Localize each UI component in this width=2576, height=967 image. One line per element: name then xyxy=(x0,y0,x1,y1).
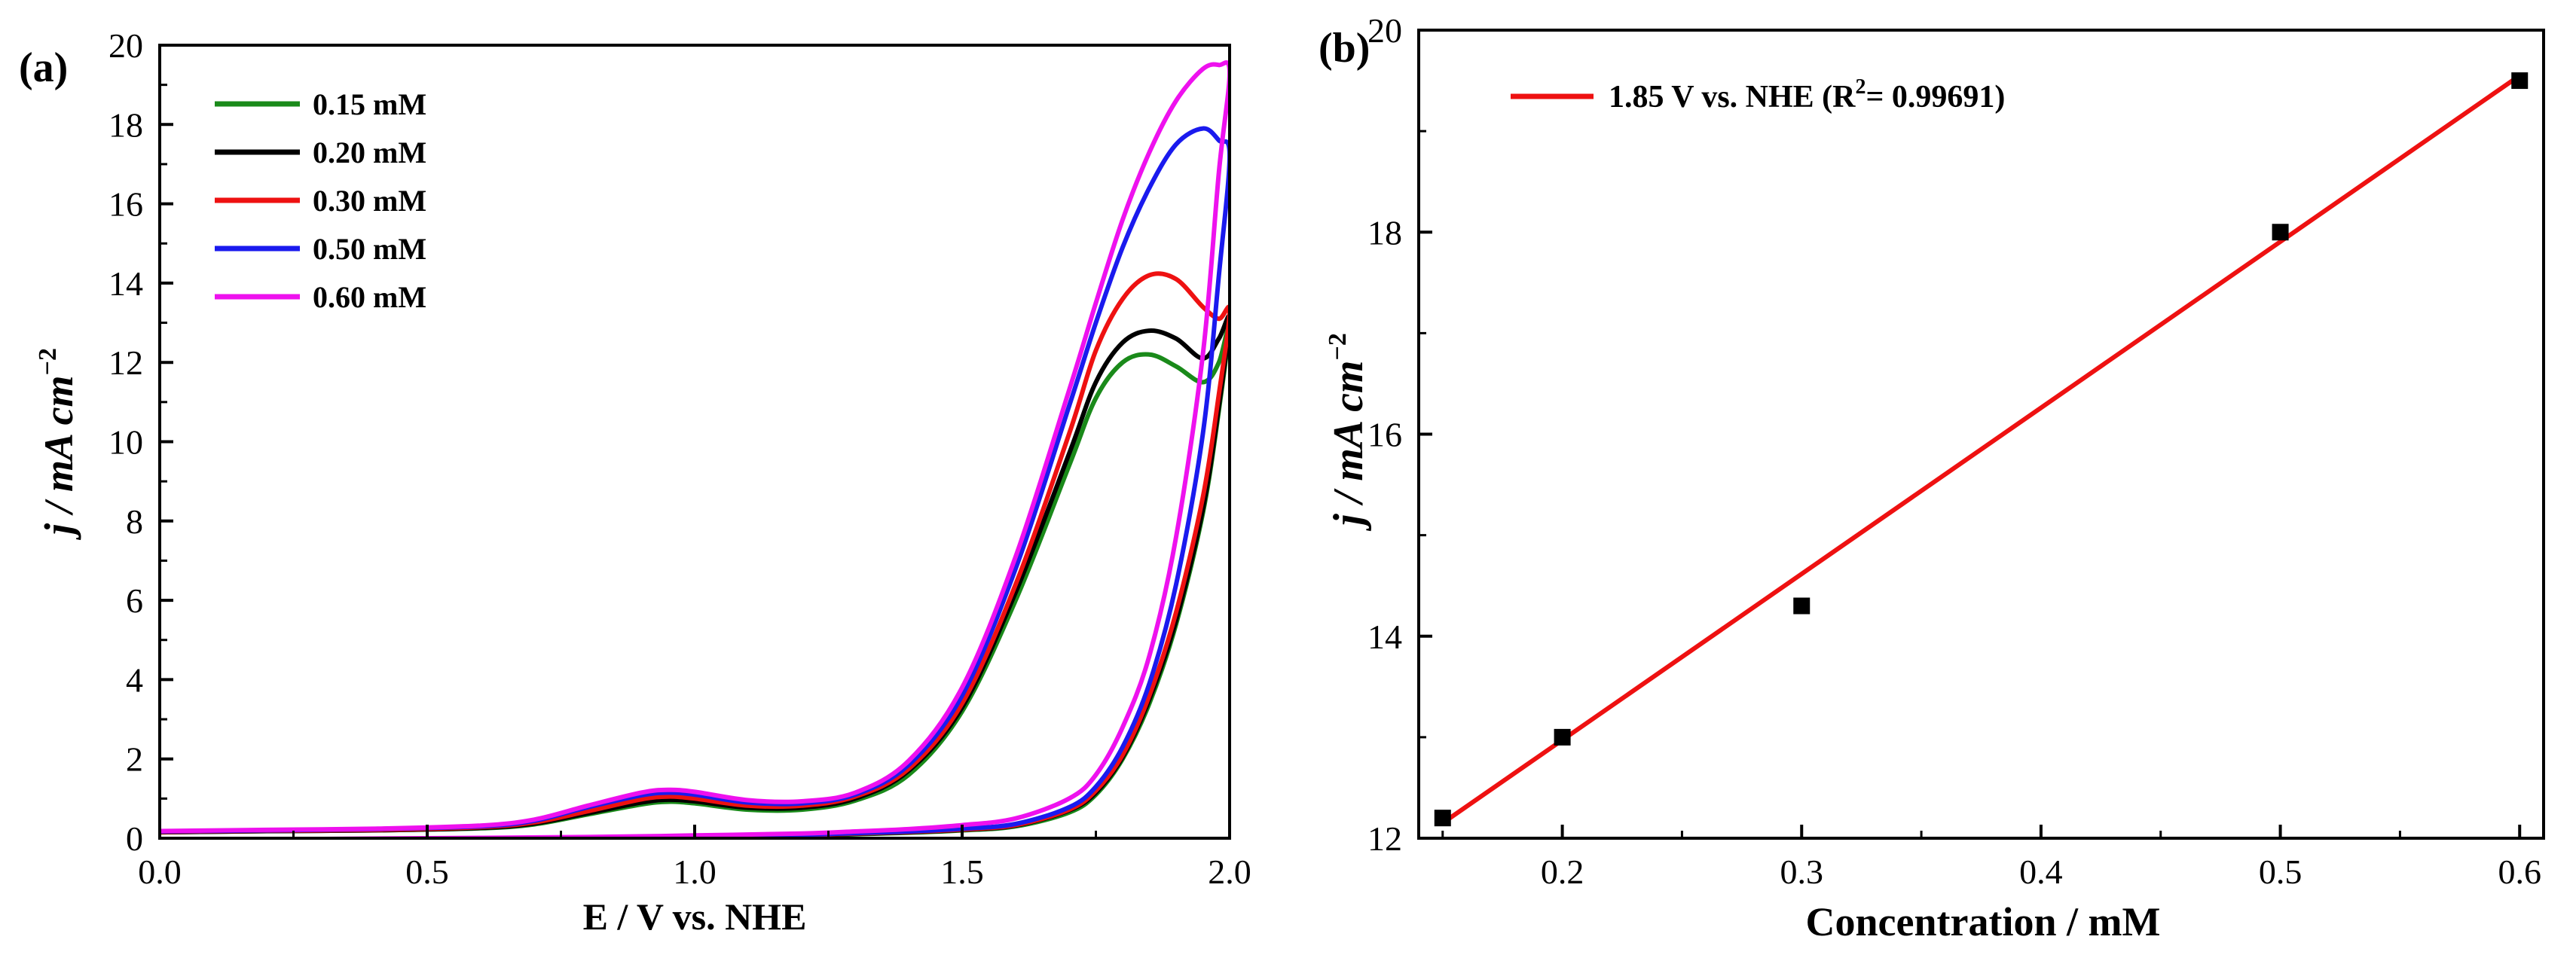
legend-label: 0.60 mM xyxy=(313,280,426,314)
x-tick-label: 1.0 xyxy=(673,853,717,891)
legend-label: 0.30 mM xyxy=(313,184,426,218)
panel-b-x-ticks: 0.2 0.3 0.4 0.5 0.6 xyxy=(1441,825,2541,891)
x-tick-label: 0.2 xyxy=(1541,853,1584,891)
x-tick-label: 0.3 xyxy=(1780,853,1824,891)
panel-b-legend-label: 1.85 V vs. NHE (R2= 0.99691) xyxy=(1609,75,2005,114)
panel-a-legend: 0.15 mM 0.20 mM 0.30 mM 0.50 mM 0.60 mM xyxy=(215,87,426,314)
panel-b-series-group xyxy=(1434,72,2529,827)
panel-a: (a) 0.0 0.5 1.0 1.5 2.0 0 2 4 6 8 10 12 14 16 18 20 E … xyxy=(19,26,1251,938)
y-tick-label: 16 xyxy=(1367,416,1402,454)
y-tick-label: 20 xyxy=(108,26,143,65)
panel-b: (b) 0.2 0.3 0.4 0.5 0.6 12 14 16 18 20 Concentra… xyxy=(1319,11,2545,944)
y-tick-label: 0 xyxy=(126,819,143,858)
legend-label: 0.50 mM xyxy=(313,232,426,266)
x-tick-label: 0.5 xyxy=(2259,853,2303,891)
fit-line xyxy=(1441,73,2521,825)
x-tick-label: 0.0 xyxy=(138,853,182,891)
x-tick-label: 1.5 xyxy=(940,853,984,891)
panel-b-plot-frame xyxy=(1417,29,2545,840)
y-tick-label: 4 xyxy=(126,660,143,699)
y-tick-label: 6 xyxy=(126,581,143,620)
y-tick-label: 14 xyxy=(1367,618,1402,656)
panel-b-y-axis-title-sup: −2 xyxy=(1324,333,1352,360)
y-tick-label: 16 xyxy=(108,185,143,224)
y-tick-label: 12 xyxy=(1367,819,1402,858)
y-tick-label: 8 xyxy=(126,502,143,541)
x-tick-label: 2.0 xyxy=(1208,853,1251,891)
panel-b-legend-text-end: = 0.99691) xyxy=(1866,80,2006,114)
y-tick-label: 14 xyxy=(108,264,143,303)
legend-label: 0.15 mM xyxy=(313,87,426,121)
panel-a-y-axis-title-main: j / mA cm xyxy=(36,375,81,541)
panel-a-y-ticks: 0 2 4 6 8 10 12 14 16 18 20 xyxy=(108,26,173,858)
y-tick-label: 20 xyxy=(1367,11,1402,50)
panel-b-x-axis-title: Concentration / mM xyxy=(1806,899,2161,944)
panel-a-x-ticks: 0.0 0.5 1.0 1.5 2.0 xyxy=(138,825,1251,891)
panel-a-y-axis-title: j / mA cm−2 xyxy=(34,348,81,541)
scatter-point xyxy=(1434,810,1451,827)
panel-b-legend: 1.85 V vs. NHE (R2= 0.99691) xyxy=(1511,75,2005,114)
panel-a-y-axis-title-sup: −2 xyxy=(34,348,62,375)
x-tick-label: 0.6 xyxy=(2498,853,2541,891)
panel-a-x-axis-title: E / V vs. NHE xyxy=(583,895,807,938)
panel-a-label: (a) xyxy=(19,44,68,91)
panel-b-legend-text-sup: 2 xyxy=(1856,75,1866,99)
y-tick-label: 12 xyxy=(108,343,143,382)
y-tick-label: 18 xyxy=(108,105,143,144)
y-tick-label: 2 xyxy=(126,740,143,779)
legend-label: 0.20 mM xyxy=(313,136,426,169)
series-line-0.30-mM xyxy=(160,271,1230,838)
y-tick-label: 10 xyxy=(108,423,143,462)
y-tick-label: 18 xyxy=(1367,213,1402,252)
scatter-point xyxy=(2511,72,2529,90)
x-tick-label: 0.4 xyxy=(2019,853,2063,891)
panel-b-y-axis-title: j / mA cm−2 xyxy=(1324,333,1372,532)
panel-b-y-ticks: 12 14 16 18 20 xyxy=(1367,11,1432,858)
panel-b-y-axis-title-main: j / mA cm xyxy=(1325,361,1372,532)
series-line-0.60-mM xyxy=(160,60,1230,838)
scatter-point xyxy=(2272,224,2289,241)
scatter-point xyxy=(1554,728,1571,746)
scatter-point xyxy=(1793,597,1811,615)
panel-b-label: (b) xyxy=(1319,25,1370,72)
panel-b-legend-text-main: 1.85 V vs. NHE (R xyxy=(1609,80,1856,114)
panel-a-series-group xyxy=(160,60,1230,838)
x-tick-label: 0.5 xyxy=(405,853,449,891)
